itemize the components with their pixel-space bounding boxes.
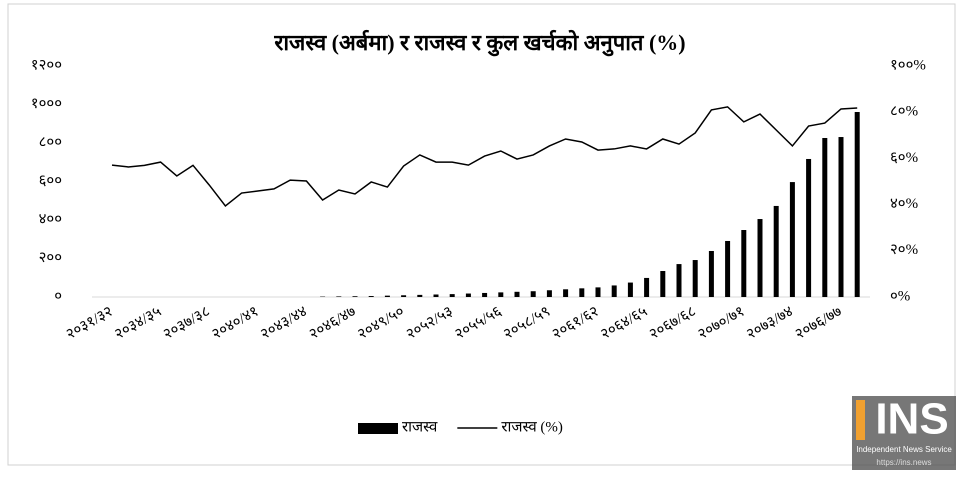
bar [741,230,747,297]
bar [563,289,569,297]
y-tick-label: २०० [39,250,62,266]
y2-tick-label: २०% [890,242,918,258]
watermark: INS Independent News Service https://ins… [852,395,956,470]
y-tick-label: ४०० [39,211,62,227]
line [111,106,858,208]
bar [546,290,552,297]
y2-tick-label: ०% [890,288,910,304]
bar [465,293,471,297]
bar [644,277,650,297]
bar [368,296,374,297]
y2-tick-label: १००% [890,57,926,73]
bar [498,292,504,297]
y2-tick-label: ८०% [890,104,918,120]
bar [514,291,520,297]
watermark-bg [852,396,956,470]
legend-label: राजस्व [402,419,438,435]
bar [708,250,714,297]
watermark-name: Independent News Service [856,445,952,454]
y-tick-label: १२०० [31,57,62,73]
bar [401,295,407,297]
bar [384,295,390,297]
legend-label: राजस्व (%) [501,419,563,435]
bar [692,260,698,297]
bar [806,158,812,297]
y-tick-label: ० [54,288,62,304]
watermark-accent [856,400,865,440]
bar [627,282,633,297]
bar [854,112,860,297]
bar [725,240,731,297]
bar [773,205,779,297]
bar [482,292,488,297]
bar [676,264,682,297]
y-tick-label: ६०० [39,173,62,189]
y-tick-label: १००० [31,96,62,112]
bar [595,287,601,297]
bar [838,137,844,297]
bar [352,296,358,297]
bar [417,294,423,297]
bar [336,296,342,297]
watermark-url: https://ins.news [876,458,931,467]
legend-swatch [358,423,398,434]
bar [822,137,828,297]
bar [611,285,617,297]
chart-title: राजस्व (अर्बमा) र राजस्व र कुल खर्चको अन… [273,29,685,57]
bar [433,294,439,297]
watermark-logo: INS [875,395,948,444]
bar [449,294,455,297]
bar [789,182,795,297]
bar [579,288,585,297]
bar [530,291,536,297]
bar [660,271,666,297]
bar [757,219,763,297]
chart-border [7,3,956,466]
y2-tick-label: ४०% [890,196,918,212]
y-tick-label: ८०० [39,134,62,150]
y2-tick-label: ६०% [890,150,918,166]
